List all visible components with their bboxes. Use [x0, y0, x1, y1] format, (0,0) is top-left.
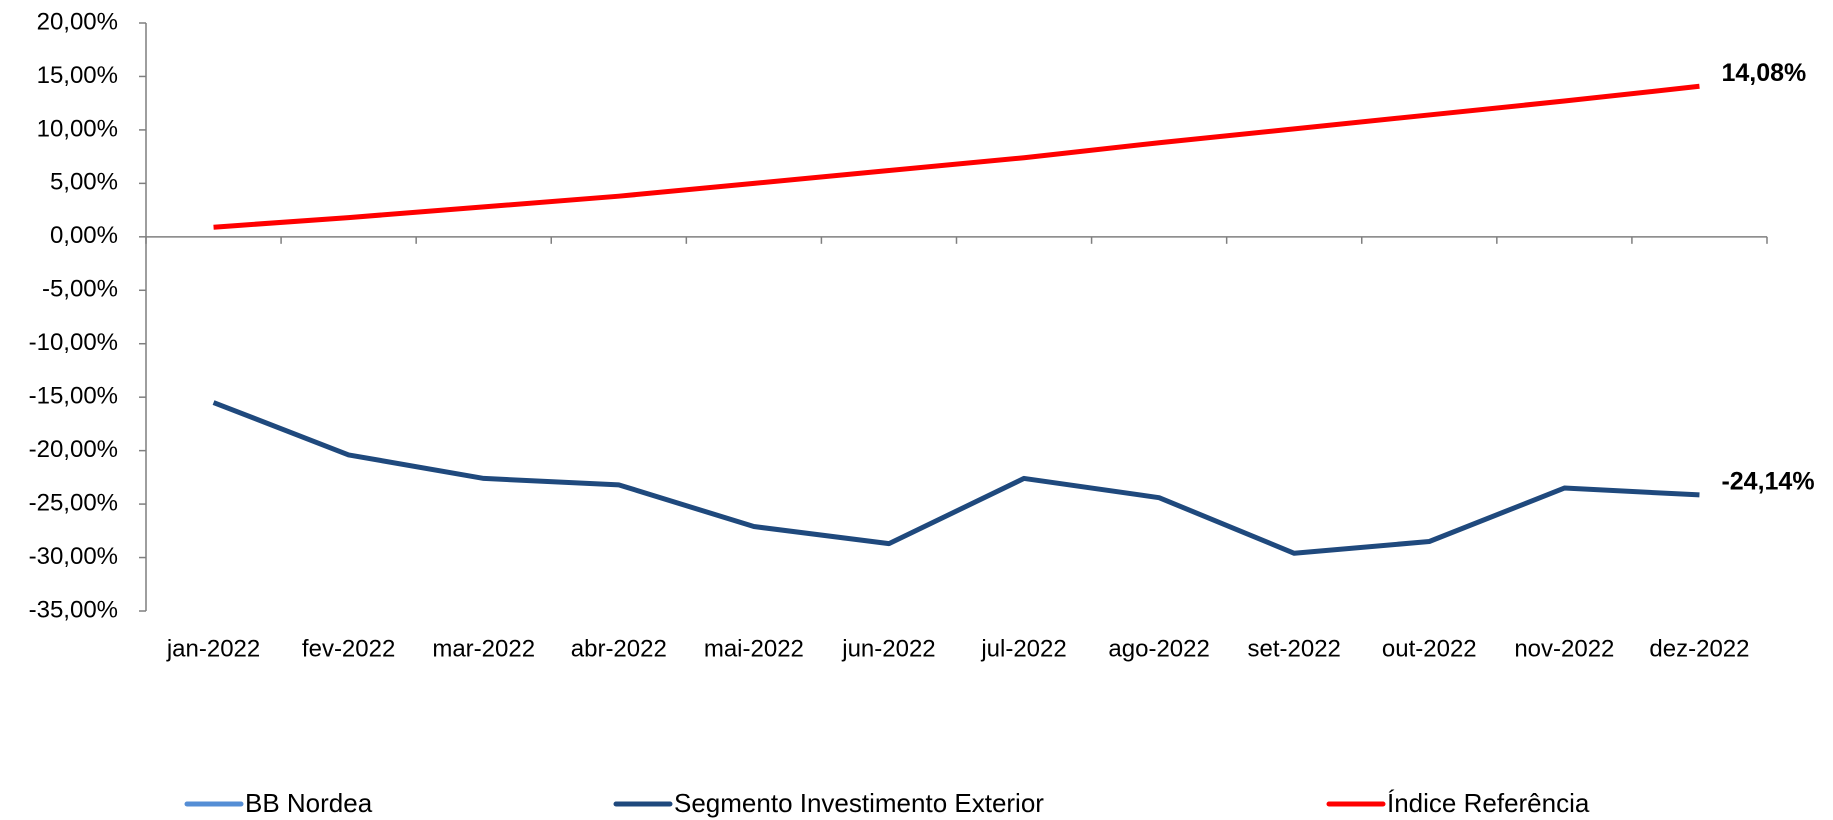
legend-label: Índice Referência: [1387, 788, 1590, 818]
x-tick-label: out-2022: [1382, 635, 1477, 662]
y-tick-label: -35,00%: [29, 596, 118, 623]
series-line: [213, 83, 1700, 230]
x-tick-label: jul-2022: [980, 635, 1066, 662]
x-tick-label: jun-2022: [841, 635, 935, 662]
y-tick-label: -15,00%: [29, 383, 118, 410]
legend-label: Segmento Investimento Exterior: [674, 788, 1044, 818]
x-tick-label: mai-2022: [704, 635, 804, 662]
x-tick-label: abr-2022: [571, 635, 667, 662]
x-tick-label: fev-2022: [302, 635, 395, 662]
value-label: -24,14%: [1721, 468, 1814, 496]
y-tick-label: 15,00%: [37, 62, 118, 89]
y-tick-label: -20,00%: [29, 436, 118, 463]
x-tick-label: set-2022: [1248, 635, 1341, 662]
y-tick-label: 20,00%: [37, 8, 118, 35]
series-line: [212, 400, 1700, 556]
x-tick-label: dez-2022: [1649, 635, 1749, 662]
y-tick-label: 5,00%: [50, 169, 118, 196]
legend-label: BB Nordea: [245, 788, 373, 818]
x-tick-label: ago-2022: [1108, 635, 1209, 662]
x-tick-label: jan-2022: [166, 635, 260, 662]
x-tick-label: mar-2022: [432, 635, 535, 662]
y-tick-label: -5,00%: [42, 276, 118, 303]
x-tick-label: nov-2022: [1514, 635, 1614, 662]
y-tick-label: 10,00%: [37, 115, 118, 142]
y-tick-label: 0,00%: [50, 222, 118, 249]
y-tick-label: -30,00%: [29, 543, 118, 570]
y-tick-label: -25,00%: [29, 489, 118, 516]
value-label: 14,08%: [1721, 59, 1806, 87]
y-tick-label: -10,00%: [29, 329, 118, 356]
